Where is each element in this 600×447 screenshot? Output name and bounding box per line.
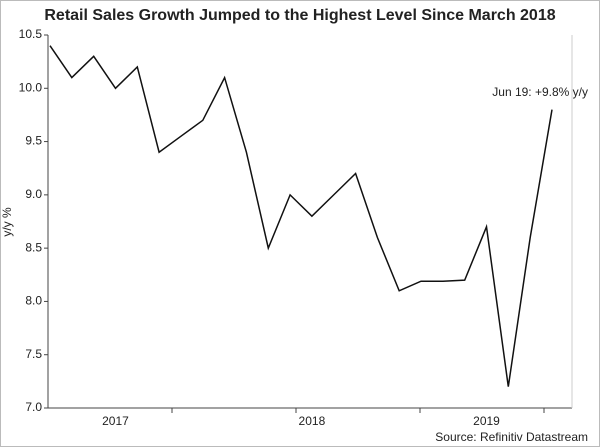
x-tick-label: 2019 — [473, 414, 500, 428]
y-tick-label: 8.5 — [25, 240, 42, 254]
x-tick-label: 2017 — [102, 414, 129, 428]
y-tick-label: 9.0 — [25, 187, 42, 201]
y-tick-label: 7.0 — [25, 400, 42, 414]
chart-title: Retail Sales Growth Jumped to the Highes… — [44, 7, 555, 24]
y-tick-label: 7.5 — [25, 347, 42, 361]
y-axis-label: y/y % — [0, 207, 14, 237]
source: Source: Refinitiv Datastream — [435, 430, 588, 444]
y-tick-label: 9.5 — [25, 134, 42, 148]
series-line — [49, 45, 553, 387]
x-tick-label: 2018 — [299, 414, 326, 428]
y-tick-label: 10.0 — [19, 80, 43, 94]
y-tick-label: 8.0 — [25, 294, 42, 308]
annotation: Jun 19: +9.8% y/y — [492, 85, 588, 99]
y-tick-label: 10.5 — [19, 27, 43, 41]
